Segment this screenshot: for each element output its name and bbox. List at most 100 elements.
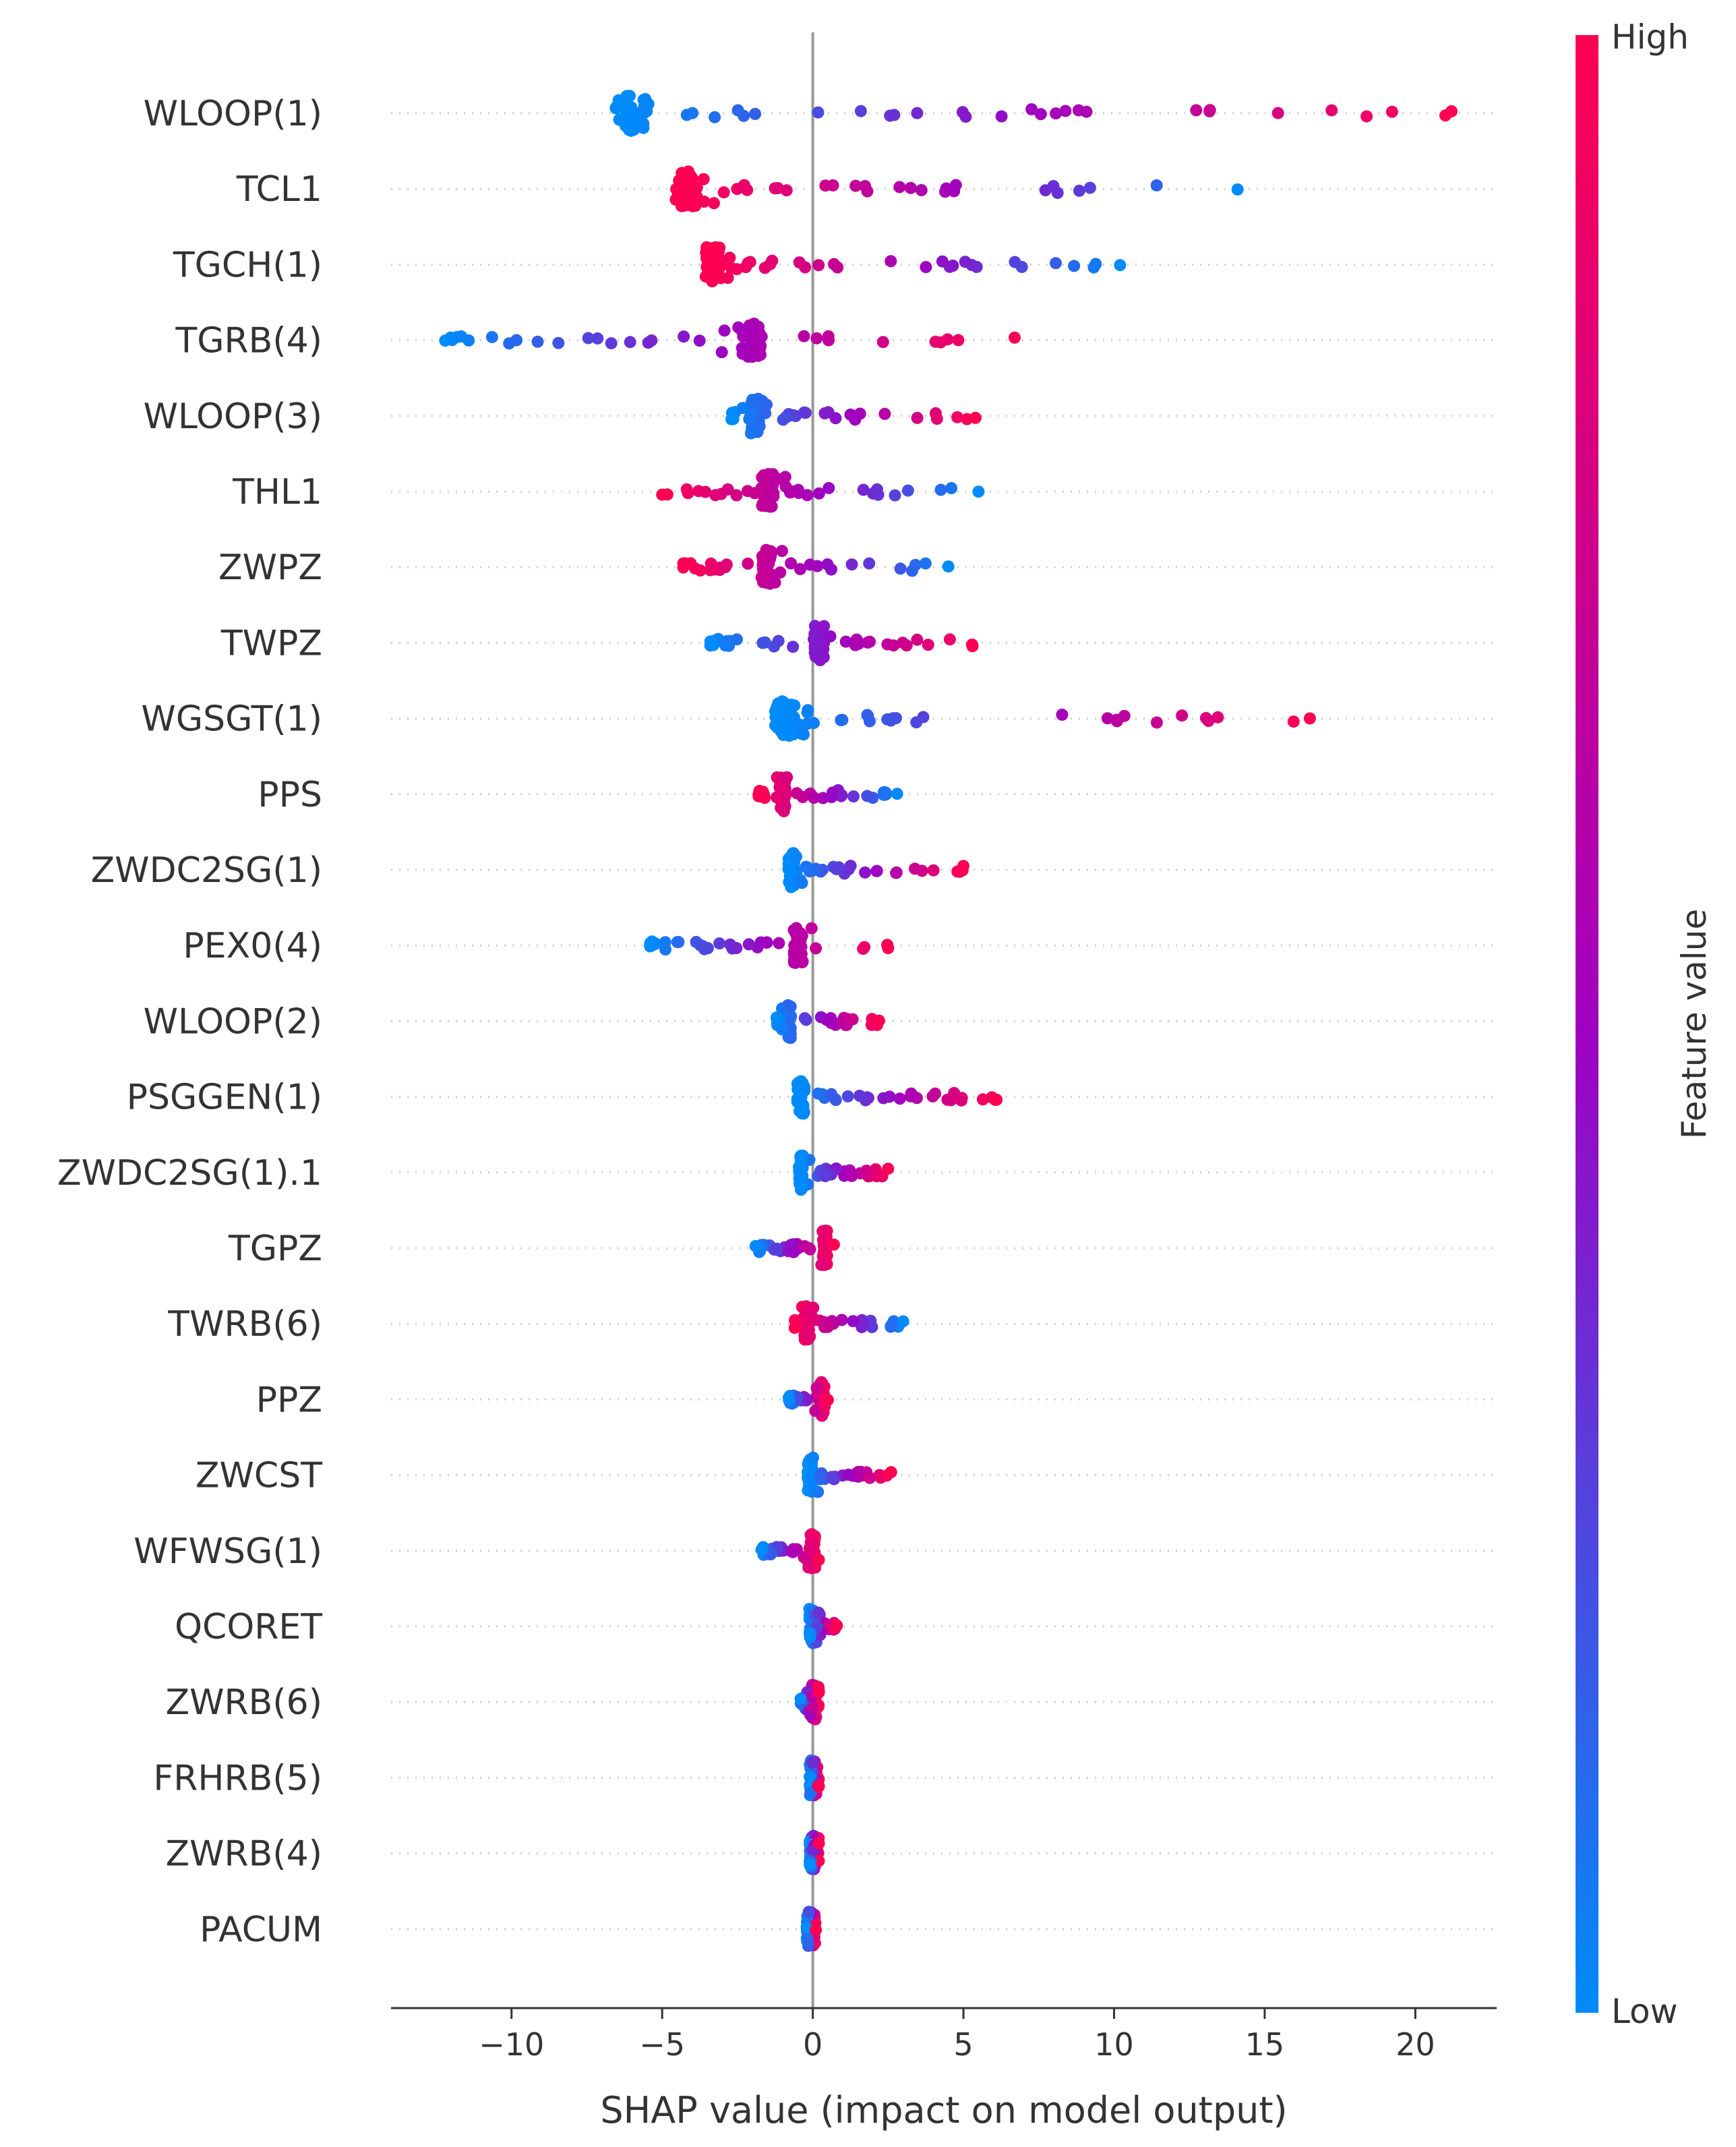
shap-point <box>833 861 845 874</box>
shap-point <box>957 860 969 873</box>
shap-point <box>582 332 595 345</box>
shap-point <box>819 1170 832 1183</box>
shap-point <box>951 411 963 423</box>
shap-point <box>794 563 806 575</box>
shap-point <box>796 1076 808 1089</box>
shap-point <box>805 922 818 935</box>
shap-point <box>605 337 618 350</box>
shap-point <box>771 1011 783 1024</box>
shap-point <box>849 179 862 192</box>
feature-label: WLOOP(1) <box>144 94 322 134</box>
shap-point <box>721 483 734 496</box>
shap-point <box>779 471 791 483</box>
shap-point <box>930 413 943 425</box>
shap-point <box>919 557 932 570</box>
shap-point <box>804 1461 816 1473</box>
shap-point <box>510 334 523 347</box>
feature-points-group <box>704 620 979 667</box>
shap-point <box>698 196 711 208</box>
shap-point <box>639 102 652 115</box>
shap-point <box>796 877 808 889</box>
shap-point <box>626 114 638 127</box>
shap-point <box>893 1092 906 1105</box>
shap-point <box>820 1013 833 1026</box>
shap-point <box>910 716 923 729</box>
shap-point <box>644 940 657 953</box>
shap-point <box>1231 183 1244 196</box>
shap-point <box>752 788 765 801</box>
shap-point <box>1150 716 1163 729</box>
shap-point <box>744 331 756 344</box>
feature-points-group <box>752 771 903 818</box>
shap-point <box>1050 257 1062 270</box>
shap-point <box>731 633 743 646</box>
shap-point <box>786 709 799 722</box>
shap-point <box>759 471 772 483</box>
shap-point <box>731 104 744 117</box>
shap-point <box>781 771 794 784</box>
shap-point <box>783 1000 796 1013</box>
shap-point <box>1203 105 1216 117</box>
shap-point <box>807 1701 819 1714</box>
shap-point <box>684 170 697 183</box>
shap-point <box>785 867 798 879</box>
shap-point <box>872 1014 885 1027</box>
shap-point <box>778 717 791 730</box>
shap-point <box>949 179 962 192</box>
feature-points-group <box>800 1906 822 1952</box>
feature-points-group <box>769 695 1316 742</box>
shap-point <box>795 1090 808 1103</box>
shap-point <box>730 942 743 954</box>
shap-point <box>805 1479 818 1492</box>
shap-point <box>1009 331 1021 344</box>
shap-point <box>792 483 804 496</box>
shap-point <box>798 1012 811 1024</box>
shap-point <box>794 1179 807 1192</box>
shap-point <box>680 109 693 121</box>
feature-label: WFWSG(1) <box>133 1531 322 1572</box>
shap-point <box>804 1330 816 1343</box>
shap-point <box>742 347 755 360</box>
feature-label: ZWDC2SG(1) <box>91 850 322 891</box>
shap-point <box>709 489 722 502</box>
shap-point <box>809 1405 822 1417</box>
feature-points-group <box>771 999 885 1045</box>
shap-point <box>693 334 706 347</box>
shap-point <box>888 109 901 121</box>
shap-point <box>794 1101 807 1114</box>
shap-point <box>1050 107 1062 120</box>
shap-point <box>1211 711 1224 724</box>
shap-point <box>829 412 842 425</box>
shap-point <box>911 411 924 424</box>
shap-point <box>782 1391 795 1404</box>
shap-point <box>870 864 883 877</box>
shap-point <box>945 481 958 494</box>
shap-point <box>889 489 901 502</box>
shap-point <box>911 633 924 646</box>
shap-point <box>804 1787 817 1800</box>
shap-point <box>847 1315 860 1328</box>
shap-point <box>709 111 721 123</box>
shap-point <box>531 335 544 348</box>
shap-point <box>713 937 726 950</box>
feature-points-group <box>782 1376 834 1422</box>
shap-point <box>708 197 720 210</box>
shap-point <box>831 261 844 274</box>
shap-point <box>802 1906 815 1918</box>
shap-point <box>891 788 903 800</box>
shap-point <box>851 1465 864 1478</box>
shap-point <box>885 1466 897 1479</box>
shap-point <box>812 1554 825 1566</box>
feature-rows: WLOOP(1) TCL1 TGCH(1) TGRB(4) WLOOP(3) THL1 ZW… <box>57 94 1497 1950</box>
shap-point <box>775 705 788 717</box>
shap-point <box>804 1770 816 1783</box>
shap-point <box>623 123 635 136</box>
feature-points-group <box>788 1300 909 1346</box>
shap-point <box>810 1923 822 1936</box>
feature-points-group <box>669 165 1244 212</box>
shap-point <box>861 185 874 198</box>
shap-point <box>1080 105 1093 118</box>
shap-point <box>798 330 810 343</box>
feature-label: ZWPZ <box>218 548 322 588</box>
shap-point <box>591 332 604 345</box>
